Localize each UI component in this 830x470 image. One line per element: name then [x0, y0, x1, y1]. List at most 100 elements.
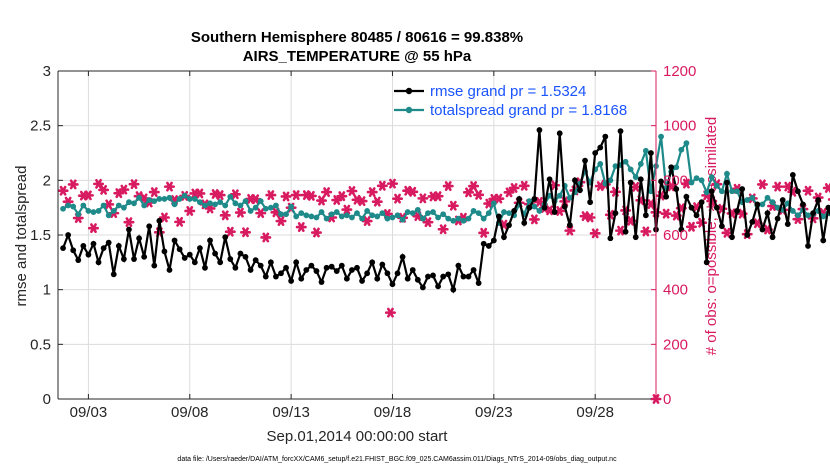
obs-point: [772, 181, 784, 192]
obs-point: [384, 307, 396, 318]
spread-point: [394, 212, 401, 219]
spread-point: [237, 202, 244, 209]
rmse-point: [506, 222, 512, 229]
spread-point: [506, 210, 512, 217]
rmse-point: [70, 247, 77, 254]
spread-point: [354, 210, 360, 217]
spread-point: [328, 211, 335, 218]
spread-point: [724, 170, 730, 177]
rmse-point: [333, 268, 340, 274]
spread-point: [475, 210, 482, 217]
rmse-point: [724, 179, 730, 186]
rmse-point: [648, 150, 654, 156]
rmse-point: [156, 217, 163, 224]
spread-point: [455, 215, 462, 222]
legend-label-spread: totalspread grand pr = 1.8168: [430, 102, 627, 119]
obs-point: [204, 203, 216, 214]
spread-point: [440, 211, 447, 218]
rmse-point: [338, 262, 345, 269]
rmse-point: [440, 273, 447, 280]
grid-layer: [58, 70, 656, 400]
rmse-point: [176, 246, 183, 253]
rmse-point: [95, 259, 102, 266]
rmse-point: [161, 248, 168, 255]
spread-point: [627, 166, 634, 173]
spread-point: [622, 158, 629, 165]
rmse-point: [577, 187, 583, 194]
obs-point: [336, 191, 348, 202]
spread-point: [430, 209, 436, 215]
chart-title-line1: Southern Hemisphere 80485 / 80616 = 99.8…: [191, 29, 523, 46]
obs-point: [533, 196, 545, 207]
rmse-point: [541, 204, 548, 211]
rmse-point: [450, 286, 457, 293]
spread-point: [805, 212, 811, 219]
rmse-point: [303, 267, 310, 273]
rmse-point: [308, 262, 315, 269]
rmse-point: [759, 226, 766, 233]
rmse-point: [364, 270, 371, 277]
obs-point: [756, 179, 768, 190]
spread-point: [293, 213, 300, 220]
rmse-point: [688, 204, 695, 211]
rmse-point: [658, 178, 664, 185]
rmse-point: [252, 257, 259, 264]
obs-point: [346, 186, 358, 196]
spread-point: [658, 133, 664, 140]
rmse-point: [470, 267, 477, 273]
spread-point: [227, 193, 234, 200]
rmse-point: [475, 280, 482, 287]
rmse-point: [354, 264, 360, 271]
spread-point: [419, 215, 426, 222]
rmse-point: [592, 150, 599, 156]
rmse-point: [556, 130, 563, 137]
spread-point: [718, 188, 725, 195]
spread-point: [744, 197, 751, 203]
rmse-point: [810, 210, 817, 217]
rmse-point: [744, 232, 751, 238]
obs-point: [184, 206, 196, 216]
spread-point: [399, 216, 406, 223]
rmse-point: [815, 197, 822, 203]
rmse-point: [298, 275, 305, 282]
rmse-point: [632, 234, 639, 241]
data-layer: [57, 127, 830, 404]
spread-point: [729, 188, 735, 195]
rmse-point: [693, 212, 700, 219]
rmse-point: [455, 262, 462, 269]
spread-point: [65, 202, 72, 209]
rmse-point: [627, 179, 634, 186]
spread-point: [678, 146, 685, 153]
spread-point: [151, 198, 158, 205]
obs-point: [57, 185, 69, 196]
rmse-point: [607, 235, 614, 242]
spread-point: [176, 196, 183, 202]
rmse-point: [222, 234, 229, 241]
obs-point: [508, 183, 520, 193]
obs-point: [462, 187, 474, 198]
y-right-tick-label: 800: [663, 172, 688, 189]
rmse-point: [637, 176, 644, 183]
rmse-point: [582, 157, 588, 164]
spread-point: [278, 211, 284, 218]
rmse-point: [131, 256, 137, 262]
spread-point: [156, 196, 163, 202]
rmse-point: [546, 176, 553, 183]
rmse-point: [136, 235, 142, 242]
spread-point: [262, 205, 269, 212]
spread-point: [450, 217, 457, 224]
spread-point: [313, 214, 320, 221]
rmse-point: [242, 253, 249, 260]
spread-point: [612, 163, 619, 170]
rmse-point: [313, 268, 320, 274]
x-tick-label: 09/03: [70, 404, 108, 421]
spread-point: [764, 194, 771, 201]
obs-point: [447, 200, 459, 211]
rmse-point: [708, 188, 715, 195]
obs-point: [685, 221, 697, 232]
obs-point: [174, 216, 186, 227]
rmse-point: [820, 237, 827, 244]
obs-point: [437, 224, 449, 235]
